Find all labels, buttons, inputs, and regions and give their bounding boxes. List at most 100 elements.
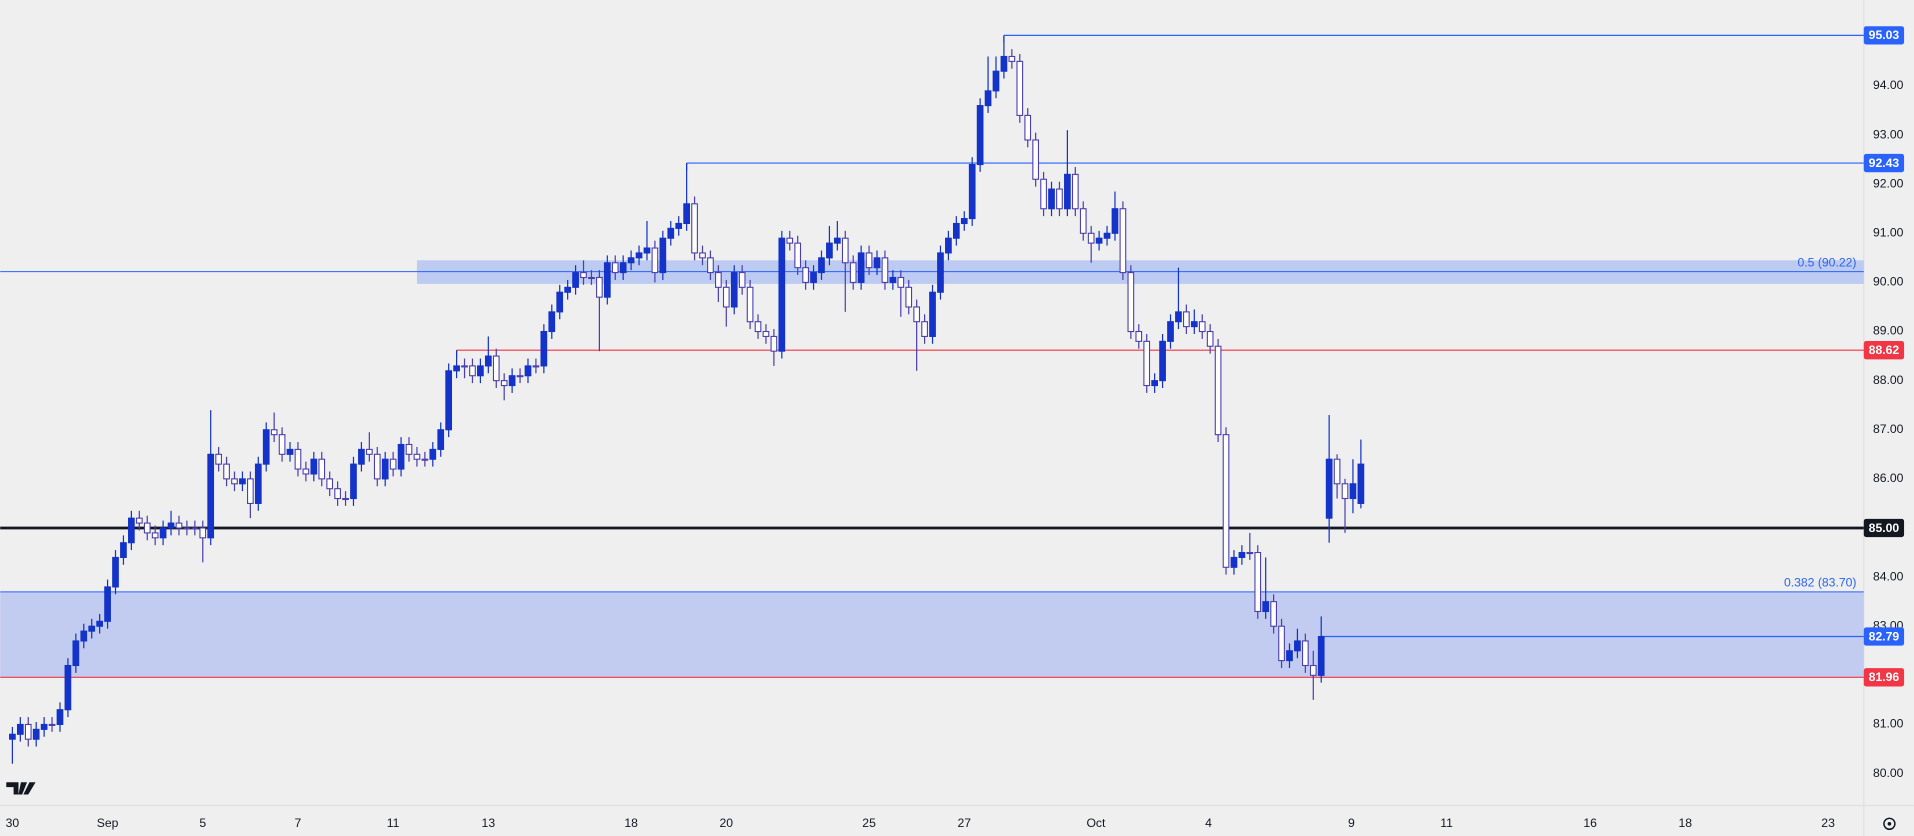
- candle-body: [96, 620, 104, 627]
- candle-body: [477, 365, 484, 377]
- candle-body: [841, 237, 849, 264]
- candle-body: [254, 463, 262, 504]
- candle-body: [1071, 173, 1079, 210]
- y-tick-label: 92.00: [1873, 176, 1904, 190]
- candle-body: [72, 640, 80, 667]
- candle-body: [619, 262, 627, 274]
- candle-body: [437, 429, 445, 450]
- candle-body: [151, 532, 159, 539]
- candle-body: [1190, 321, 1198, 328]
- candle-body: [667, 227, 675, 239]
- candle-body: [1230, 556, 1238, 568]
- x-tick-label: 16: [1583, 816, 1597, 830]
- x-tick-label: 7: [295, 816, 302, 830]
- candle-body: [270, 429, 278, 436]
- candle-body: [1270, 601, 1277, 627]
- y-tick-label: 94.00: [1873, 78, 1904, 92]
- candle-body: [239, 478, 246, 485]
- candle-body: [1016, 60, 1024, 116]
- plot: 0.5 (90.22) 0.382 (83.70): [0, 34, 1864, 764]
- candle-body: [461, 365, 468, 368]
- candle-body: [365, 448, 373, 455]
- candle-body: [1333, 458, 1341, 485]
- candle-body: [1103, 232, 1111, 239]
- candle-body: [699, 252, 706, 259]
- candle-body: [770, 335, 778, 352]
- candle-body: [683, 203, 690, 225]
- x-tick-label: 11: [1440, 816, 1453, 830]
- candle-body: [675, 222, 683, 229]
- logo: [6, 782, 36, 795]
- candle-body: [754, 321, 762, 333]
- y-tick-label: 89.00: [1873, 324, 1904, 338]
- candle-body: [1254, 551, 1262, 613]
- candle-body: [389, 458, 397, 470]
- candle-body: [342, 497, 349, 501]
- candle-body: [508, 375, 516, 387]
- candle-body: [286, 448, 294, 455]
- candle-body: [167, 522, 175, 529]
- x-tick-label: Oct: [1086, 816, 1106, 830]
- x-tick-label: 11: [387, 816, 400, 830]
- candle-body: [278, 434, 286, 455]
- x-tick-label: 5: [199, 816, 206, 830]
- candle-body: [1087, 232, 1095, 244]
- candle-body: [707, 257, 714, 274]
- candle-body: [1119, 208, 1127, 274]
- candle-body: [80, 630, 88, 642]
- candle-body: [1056, 188, 1063, 210]
- price-label-box: [1863, 341, 1905, 360]
- candle-body: [413, 453, 421, 460]
- candle-body: [905, 286, 913, 308]
- candle-body: [223, 463, 230, 480]
- candle-body: [405, 443, 413, 455]
- candle-body: [40, 723, 48, 730]
- candle-body: [588, 276, 595, 280]
- settings-icon[interactable]: [1883, 817, 1896, 831]
- y-tick-label: 81.00: [1873, 717, 1904, 731]
- candle-body: [183, 527, 191, 530]
- candle-body: [889, 276, 897, 283]
- candle-body: [318, 458, 326, 480]
- candle-body: [48, 723, 56, 726]
- price-label: 81.96: [1869, 670, 1900, 684]
- zone: [416, 260, 1864, 284]
- candle-body: [1198, 321, 1206, 333]
- candle-body: [191, 527, 199, 530]
- candle-body: [1127, 272, 1135, 333]
- candle-body: [128, 517, 135, 544]
- x-tick-label: 23: [1821, 816, 1835, 830]
- price-label-box: [1863, 668, 1905, 687]
- candle-body: [199, 527, 207, 539]
- candle-body: [381, 458, 389, 480]
- candle-body: [913, 306, 921, 323]
- candle-body: [1008, 55, 1016, 62]
- candle-body: [1262, 601, 1270, 613]
- x-tick-label: 9: [1348, 816, 1355, 830]
- candle-body: [603, 262, 611, 298]
- x-tick-label: 20: [720, 816, 734, 830]
- candle-body: [921, 321, 928, 337]
- candle-body: [802, 267, 809, 283]
- candle-body: [937, 252, 944, 293]
- candle-body: [691, 203, 698, 254]
- candle-body: [897, 276, 905, 288]
- x-tick-label: Sep: [97, 816, 119, 830]
- candle-body: [1222, 434, 1230, 568]
- candle-body: [1294, 640, 1301, 652]
- candle-body: [596, 276, 603, 298]
- price-label: 85.00: [1869, 521, 1900, 535]
- zone-label: 0.5 (90.22): [1798, 255, 1857, 269]
- candle-body: [429, 448, 437, 460]
- candle-body: [1325, 458, 1333, 519]
- candle-body: [873, 257, 881, 269]
- candle-body: [778, 237, 786, 352]
- candle-body: [1167, 321, 1174, 342]
- candle-body: [976, 105, 984, 166]
- candle-body: [1000, 55, 1008, 72]
- candle-body: [984, 90, 992, 107]
- candle-body: [1159, 340, 1166, 382]
- zone-label: 0.382 (83.70): [1784, 576, 1857, 590]
- candle-body: [56, 709, 64, 725]
